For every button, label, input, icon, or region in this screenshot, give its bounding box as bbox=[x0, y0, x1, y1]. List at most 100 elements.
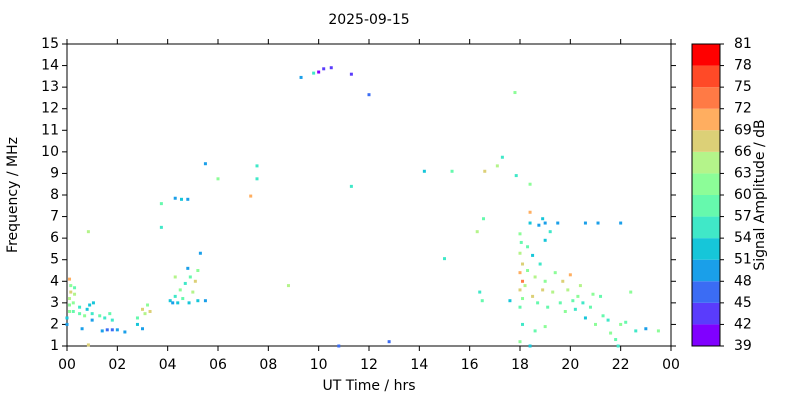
point bbox=[450, 169, 454, 173]
point bbox=[337, 344, 341, 348]
point bbox=[103, 316, 107, 320]
point bbox=[656, 329, 660, 333]
point bbox=[196, 299, 200, 303]
point bbox=[521, 297, 525, 301]
point bbox=[141, 327, 144, 331]
x-tick-label: 20 bbox=[561, 357, 579, 373]
y-tick-label: 8 bbox=[50, 187, 59, 203]
y-tick-label: 12 bbox=[41, 101, 59, 117]
x-tick-label: 12 bbox=[360, 357, 378, 373]
point bbox=[143, 312, 147, 316]
x-tick-label: 22 bbox=[612, 357, 630, 373]
point bbox=[594, 322, 597, 326]
point bbox=[551, 290, 555, 294]
point bbox=[203, 162, 207, 166]
colorbar-tick-label: 48 bbox=[734, 273, 752, 289]
point bbox=[83, 314, 87, 318]
colorbar-segment bbox=[692, 130, 720, 152]
point bbox=[105, 328, 109, 332]
point bbox=[135, 316, 139, 320]
point bbox=[573, 307, 577, 311]
point bbox=[599, 294, 603, 298]
point bbox=[69, 290, 73, 294]
colorbar-segment bbox=[692, 65, 720, 88]
point bbox=[73, 286, 77, 290]
point bbox=[86, 343, 90, 347]
point bbox=[78, 312, 82, 316]
point bbox=[198, 251, 202, 255]
y-tick-label: 3 bbox=[50, 295, 59, 311]
point bbox=[141, 307, 144, 311]
point bbox=[521, 279, 525, 283]
colorbar-segment bbox=[692, 259, 720, 282]
point bbox=[108, 312, 112, 316]
point bbox=[478, 290, 482, 294]
point bbox=[322, 67, 326, 71]
point bbox=[186, 266, 190, 270]
point bbox=[606, 318, 610, 322]
point bbox=[71, 309, 75, 313]
point bbox=[181, 297, 185, 301]
point bbox=[546, 305, 550, 309]
point bbox=[180, 197, 184, 201]
point bbox=[183, 281, 187, 285]
colorbar-tick-label: 72 bbox=[734, 101, 752, 117]
point bbox=[85, 307, 89, 311]
point bbox=[528, 182, 532, 186]
colorbar-segment bbox=[692, 216, 720, 239]
point bbox=[173, 294, 177, 298]
point bbox=[541, 288, 545, 292]
colorbar-segment bbox=[692, 302, 720, 325]
point bbox=[578, 284, 582, 288]
point bbox=[533, 329, 537, 333]
point bbox=[312, 71, 316, 75]
y-tick-label: 14 bbox=[41, 58, 59, 74]
point bbox=[178, 288, 182, 292]
point bbox=[548, 230, 552, 234]
point bbox=[519, 240, 523, 244]
point bbox=[609, 331, 613, 335]
point bbox=[561, 279, 565, 283]
colorbar-tick-label: 42 bbox=[734, 316, 752, 332]
y-tick-label: 11 bbox=[41, 122, 59, 138]
point bbox=[571, 299, 575, 303]
point bbox=[159, 202, 163, 206]
point bbox=[624, 320, 628, 324]
point bbox=[528, 221, 532, 225]
point bbox=[203, 299, 207, 303]
colorbar-segment bbox=[692, 195, 720, 217]
x-tick-label: 00 bbox=[662, 357, 680, 373]
point bbox=[523, 284, 527, 288]
point bbox=[614, 338, 618, 342]
point bbox=[531, 294, 535, 298]
point bbox=[146, 303, 150, 307]
point bbox=[78, 305, 82, 309]
plot-frame bbox=[66, 43, 672, 347]
point bbox=[110, 318, 114, 322]
point bbox=[68, 297, 72, 301]
point bbox=[482, 217, 486, 221]
colorbar-segment bbox=[692, 281, 720, 303]
y-tick-label: 5 bbox=[50, 252, 59, 268]
point bbox=[514, 174, 518, 178]
point bbox=[329, 66, 333, 70]
point bbox=[100, 329, 104, 333]
y-tick-label: 1 bbox=[50, 338, 59, 354]
point bbox=[538, 262, 542, 266]
point bbox=[71, 301, 75, 305]
y-tick-label: 10 bbox=[41, 144, 59, 160]
y-tick-label: 9 bbox=[50, 165, 59, 181]
point bbox=[537, 223, 541, 227]
point bbox=[521, 262, 525, 266]
point bbox=[173, 196, 177, 200]
point bbox=[187, 301, 191, 305]
point bbox=[422, 169, 426, 173]
x-tick-label: 00 bbox=[58, 357, 76, 373]
point bbox=[188, 275, 192, 279]
point bbox=[115, 328, 119, 332]
point bbox=[159, 225, 163, 229]
point bbox=[443, 257, 446, 261]
point bbox=[123, 330, 127, 334]
point bbox=[480, 299, 484, 303]
point bbox=[568, 273, 572, 277]
